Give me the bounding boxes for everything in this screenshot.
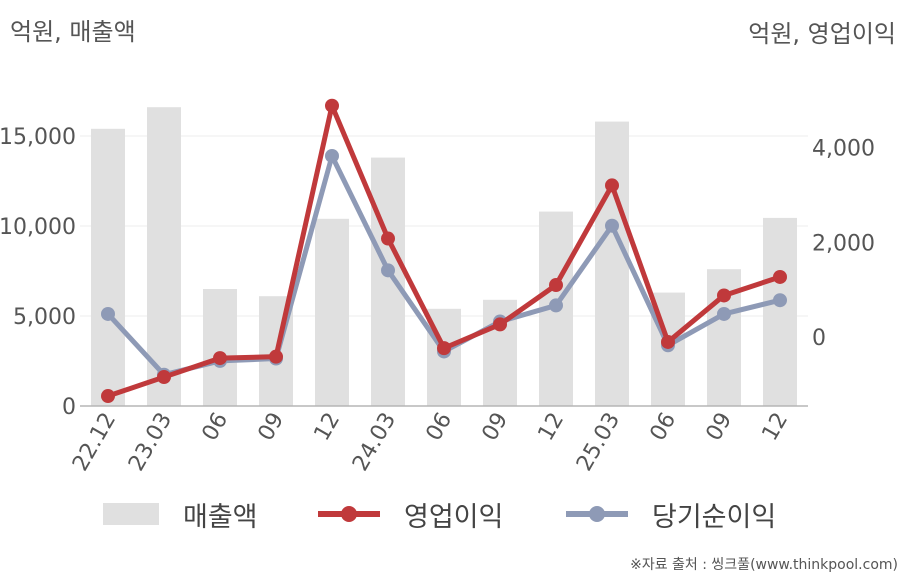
point-operating-profit [325,98,339,113]
x-tick-label: 09 [478,409,514,446]
right-tick-label: 4,000 [812,136,875,161]
x-tick-label: 12 [758,409,794,446]
point-net-income [773,293,787,308]
x-tick-label: 24.03 [348,409,401,476]
point-operating-profit [493,317,507,332]
point-net-income [605,218,619,233]
point-operating-profit [717,288,731,303]
legend-label-operating-profit: 영업이익 [404,501,504,533]
x-tick-label: 12 [310,409,346,446]
x-tick-label: 06 [198,409,234,446]
legend-swatch-revenue [103,503,159,525]
point-net-income [549,298,563,313]
line-series [101,98,787,404]
point-operating-profit [605,178,619,193]
legend-swatch-operating-profit [318,503,380,525]
source-note: ※자료 출처 : 씽크풀(www.thinkpool.com) [630,557,898,573]
left-tick-label: 10,000 [0,215,76,240]
x-tick-label: 25.03 [572,409,625,476]
x-tick-label: 09 [702,409,738,446]
legend-item-revenue: 매출액 [103,492,258,536]
legend-item-operating-profit: 영업이익 [318,492,503,536]
x-tick-label: 06 [422,409,458,446]
x-tick-label: 23.03 [124,409,177,476]
point-net-income [101,306,115,321]
point-operating-profit [381,231,395,246]
combo-chart: 0 5,000 10,000 15,000 0 2,000 4,000 22.12 23.03 0… [0,98,875,476]
point-net-income [325,148,339,163]
tick-labels: 0 5,000 10,000 15,000 0 2,000 4,000 22.12 23.03 0… [0,125,875,476]
left-axis-unit-label: 억원, 매출액 [10,18,136,46]
point-operating-profit [661,334,675,349]
left-tick-label: 5,000 [13,305,76,330]
x-tick-label: 22.12 [68,409,121,476]
legend-swatch-net-income [566,503,628,525]
bar-revenue [315,218,349,406]
bar-revenue [595,121,629,406]
x-tick-label: 12 [534,409,570,446]
point-operating-profit [773,269,787,284]
right-tick-label: 0 [812,326,826,351]
bar-revenue [147,107,181,406]
bar-revenue [91,128,125,407]
legend-label-net-income: 당기순이익 [652,501,777,533]
x-tick-label: 06 [646,409,682,446]
legend-label-revenue: 매출액 [183,501,258,533]
bar-revenue [203,289,237,406]
bar-revenue [371,157,405,406]
legend-item-net-income: 당기순이익 [566,492,776,536]
bar-series [91,107,797,407]
point-operating-profit [157,370,171,385]
left-tick-label: 0 [62,395,76,420]
point-net-income [717,306,731,321]
point-operating-profit [101,389,115,404]
point-operating-profit [213,351,227,366]
left-tick-label: 15,000 [0,125,76,150]
point-operating-profit [437,341,451,356]
bar-revenue [763,217,797,406]
right-axis-unit-label: 억원, 영업이익 [748,20,896,48]
x-tick-label: 09 [254,409,290,446]
point-operating-profit [549,278,563,293]
point-net-income [381,263,395,278]
gridlines [80,135,808,317]
right-tick-label: 2,000 [812,231,875,256]
legend: 매출액 영업이익 당기순이익 [0,492,908,536]
point-operating-profit [269,349,283,364]
